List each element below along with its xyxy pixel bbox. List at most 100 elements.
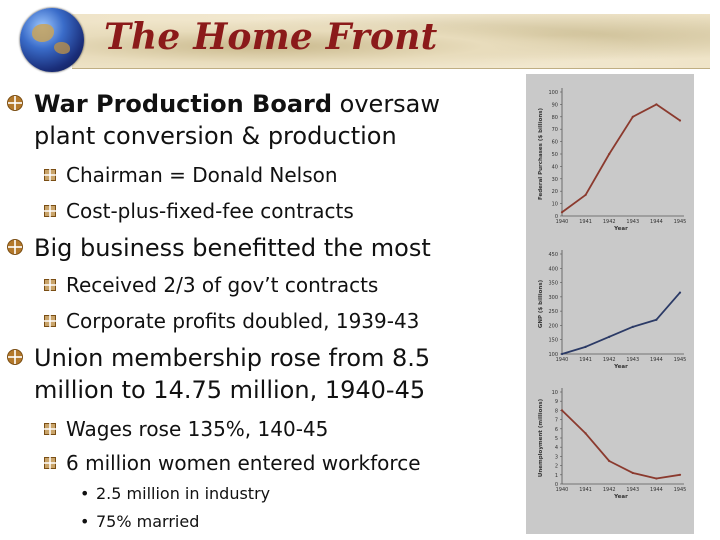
women-text: 6 million women entered workforce: [66, 451, 421, 475]
dot-bullet-icon: •: [80, 512, 90, 531]
chart-1-ytick-label: 350: [548, 281, 558, 287]
union-line2-text: million to 14.75 million, 1940-45: [34, 376, 426, 404]
chart-2-data-point: [678, 473, 682, 476]
big-business-text: Big business benefitted the most: [34, 234, 431, 262]
chart-1-ytick-label: 200: [548, 323, 558, 329]
chart-2-xtick-label: 1944: [650, 487, 663, 493]
sub-sub-bullet-married: • 75% married: [80, 508, 200, 536]
square-cross-bullet-icon: [44, 315, 56, 327]
chart-2-ytick-label: 3: [555, 454, 558, 460]
chart-2-ytick-label: 8: [555, 408, 558, 414]
square-cross-bullet-icon: [44, 205, 56, 217]
industry-text: 2.5 million in industry: [96, 484, 271, 503]
chart-1-xtick-label: 1944: [650, 357, 663, 363]
sub-bullet-profits: Corporate profits doubled, 1939-43: [44, 306, 420, 336]
chart-2-ytick-label: 2: [555, 464, 558, 470]
chart-1-y-label: GNP ($ billions): [538, 279, 544, 328]
chart-2-ytick-label: 6: [555, 427, 558, 433]
chart-1-data-point: [678, 291, 682, 294]
circle-cross-bullet-icon: [7, 239, 23, 255]
chart-1-series-line: [561, 291, 681, 355]
profits-text: Corporate profits doubled, 1939-43: [66, 309, 420, 333]
chart-0-xtick-label: 1943: [626, 219, 639, 225]
square-cross-bullet-icon: [44, 423, 56, 435]
cost-plus-text: Cost-plus-fixed-fee contracts: [66, 199, 354, 223]
globe-icon: [20, 8, 84, 72]
dot-bullet-icon: •: [80, 484, 90, 503]
chart-0-ytick-label: 80: [552, 115, 558, 121]
chart-1-xtick-label: 1943: [626, 357, 639, 363]
chart-2-xtick-label: 1942: [603, 487, 616, 493]
chart-0-data-point: [560, 211, 564, 214]
slide-header: The Home Front: [20, 8, 710, 72]
chart-0-ytick-label: 40: [552, 164, 558, 170]
circle-cross-bullet-icon: [7, 349, 23, 365]
chart-1-data-point: [655, 318, 658, 321]
chart-1-ytick-label: 400: [548, 266, 558, 272]
chart-2-data-point: [560, 409, 564, 412]
chart-0-y-label: Federal Purchases ($ billions): [538, 107, 544, 200]
chart-2-ytick-label: 9: [555, 399, 558, 405]
chart-2-data-point: [608, 459, 611, 463]
chart-0-data-point: [584, 193, 587, 197]
slide-title: The Home Front: [104, 16, 438, 58]
bullet-big-business: Big business benefitted the most: [7, 232, 504, 264]
chart-1-ytick-label: 250: [548, 309, 558, 315]
chart-2-data-point: [631, 471, 634, 475]
chart-2-ytick-label: 5: [555, 436, 558, 442]
chart-1-xtick-label: 1942: [603, 357, 616, 363]
wages-text: Wages rose 135%, 140-45: [66, 417, 329, 441]
sub-bullet-chairman: Chairman = Donald Nelson: [44, 160, 338, 190]
chart-0-data-point: [608, 152, 611, 156]
chart-1-ytick-label: 100: [548, 352, 558, 358]
chart-2-xtick-label: 1945: [674, 487, 687, 493]
chart-1-data-point: [608, 335, 611, 338]
chart-2-xtick-label: 1941: [579, 487, 592, 493]
chart-2-ytick-label: 1: [555, 473, 558, 479]
chart-0-xtick-label: 1942: [603, 219, 616, 225]
chart-0-ytick-label: 50: [552, 152, 558, 158]
chart-1-data-point: [560, 352, 564, 356]
chart-2-xtick-label: 1940: [556, 487, 569, 493]
chart-0-ytick-label: 60: [552, 140, 558, 146]
chart-2-ytick-label: 4: [555, 445, 558, 451]
chart-2-series-line: [561, 409, 681, 480]
chart-2-data-point: [584, 432, 587, 435]
chart-2-ytick-label: 7: [555, 418, 558, 424]
chart-1-ytick-label: 300: [548, 295, 558, 301]
married-text: 75% married: [96, 512, 200, 531]
chart-0-ytick-label: 0: [555, 214, 558, 220]
sub-bullet-wages: Wages rose 135%, 140-45: [44, 414, 329, 444]
square-cross-bullet-icon: [44, 169, 56, 181]
chart-0-ytick-label: 30: [552, 177, 558, 183]
chart-0-data-point: [631, 115, 634, 118]
sub-bullet-cost-plus: Cost-plus-fixed-fee contracts: [44, 196, 354, 226]
wpb-line2-text: plant conversion & production: [34, 122, 397, 150]
wpb-rest-text: oversaw: [332, 90, 441, 118]
received-text: Received 2/3 of gov’t contracts: [66, 273, 379, 297]
chart-0-ytick-label: 100: [548, 90, 558, 96]
chart-0-ytick-label: 90: [552, 102, 558, 108]
chart-0-series-line: [561, 103, 681, 214]
sub-sub-bullet-industry: • 2.5 million in industry: [80, 480, 271, 508]
chart-0-ytick-label: 70: [552, 127, 558, 133]
chart-0-x-label: Year: [613, 226, 628, 232]
chart-2-y-label: Unemployment (millions): [538, 398, 544, 477]
chart-0-xtick-label: 1944: [650, 219, 663, 225]
chart-2-ytick-label: 10: [552, 390, 558, 396]
chart-0-data-point: [655, 103, 658, 106]
circle-cross-bullet-icon: [7, 95, 23, 111]
sub-bullet-women: 6 million women entered workforce: [44, 448, 421, 478]
chart-0-xtick-label: 1940: [556, 219, 569, 225]
square-cross-bullet-icon: [44, 279, 56, 291]
chart-1-ytick-label: 450: [548, 252, 558, 258]
chart-2-data-point: [655, 477, 658, 480]
chart-0-ytick-label: 20: [552, 189, 558, 195]
sub-bullet-received: Received 2/3 of gov’t contracts: [44, 270, 379, 300]
bullet-union-membership: Union membership rose from 8.5 million t…: [7, 342, 504, 406]
chart-1-ytick-label: 150: [548, 338, 558, 344]
chart-1-xtick-label: 1941: [579, 357, 592, 363]
chart-1-data-point: [631, 325, 634, 328]
world-map-banner: [72, 14, 710, 69]
